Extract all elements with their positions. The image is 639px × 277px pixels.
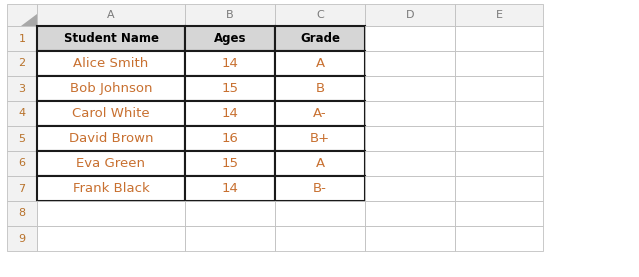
Bar (185, 176, 275, 201)
Bar (185, 76, 275, 101)
Bar (37, 126, 185, 151)
Text: Bob Johnson: Bob Johnson (70, 82, 152, 95)
Bar (185, 151, 275, 176)
Text: B+: B+ (310, 132, 330, 145)
Text: 2: 2 (19, 58, 26, 68)
Bar (37, 151, 185, 176)
Bar (185, 26, 275, 51)
Text: 14: 14 (222, 182, 238, 195)
Bar (7, 51, 37, 76)
Bar (37, 101, 185, 126)
Text: 6: 6 (19, 158, 26, 168)
Bar (275, 76, 365, 101)
Text: B: B (226, 10, 234, 20)
Bar (37, 76, 185, 101)
Text: Eva Green: Eva Green (77, 157, 146, 170)
Bar (7, 151, 37, 176)
Bar (185, 4, 275, 26)
Bar (455, 26, 543, 51)
Text: 15: 15 (222, 82, 238, 95)
Bar (455, 51, 543, 76)
Polygon shape (20, 14, 37, 26)
Bar (37, 201, 185, 226)
Bar (185, 101, 275, 126)
Text: Frank Black: Frank Black (73, 182, 150, 195)
Bar (185, 201, 275, 226)
Bar (365, 76, 455, 101)
Bar (365, 126, 455, 151)
Bar (7, 26, 37, 51)
Bar (7, 76, 37, 101)
Bar (455, 101, 543, 126)
Text: 14: 14 (222, 57, 238, 70)
Bar (7, 126, 37, 151)
Bar (275, 176, 365, 201)
Bar (275, 4, 365, 26)
Text: 9: 9 (19, 234, 26, 243)
Bar (455, 201, 543, 226)
Text: 3: 3 (19, 83, 26, 94)
Bar (275, 151, 365, 176)
Bar (455, 4, 543, 26)
Text: A: A (316, 57, 325, 70)
Bar (365, 4, 455, 26)
Bar (275, 101, 365, 126)
Text: Carol White: Carol White (72, 107, 150, 120)
Text: A-: A- (313, 107, 327, 120)
Bar (185, 126, 275, 151)
Bar (365, 51, 455, 76)
Bar (185, 226, 275, 251)
Bar (275, 26, 365, 51)
Bar (455, 126, 543, 151)
Text: 5: 5 (19, 134, 26, 143)
Text: 14: 14 (222, 107, 238, 120)
Bar (37, 26, 185, 51)
Bar (185, 51, 275, 76)
Bar (365, 176, 455, 201)
Text: David Brown: David Brown (69, 132, 153, 145)
Text: 8: 8 (19, 209, 26, 219)
Text: D: D (406, 10, 414, 20)
Bar (7, 101, 37, 126)
Text: 15: 15 (222, 157, 238, 170)
Text: Student Name: Student Name (63, 32, 158, 45)
Bar (275, 126, 365, 151)
Text: 1: 1 (19, 34, 26, 43)
Bar (455, 151, 543, 176)
Bar (455, 176, 543, 201)
Text: 16: 16 (222, 132, 238, 145)
Bar (365, 26, 455, 51)
Bar (37, 226, 185, 251)
Bar (7, 176, 37, 201)
Bar (455, 226, 543, 251)
Bar (7, 226, 37, 251)
Bar (455, 76, 543, 101)
Text: A: A (107, 10, 115, 20)
Text: Grade: Grade (300, 32, 340, 45)
Bar (365, 226, 455, 251)
Text: E: E (495, 10, 502, 20)
Text: A: A (316, 157, 325, 170)
Bar (275, 201, 365, 226)
Bar (7, 201, 37, 226)
Bar (275, 226, 365, 251)
Bar (365, 151, 455, 176)
Text: B-: B- (313, 182, 327, 195)
Bar (365, 201, 455, 226)
Text: 7: 7 (19, 183, 26, 194)
Text: C: C (316, 10, 324, 20)
Bar (37, 176, 185, 201)
Text: 4: 4 (19, 109, 26, 119)
Bar (37, 51, 185, 76)
Bar (7, 4, 37, 26)
Bar (275, 51, 365, 76)
Bar (37, 4, 185, 26)
Text: B: B (316, 82, 325, 95)
Bar (365, 101, 455, 126)
Text: Alice Smith: Alice Smith (73, 57, 149, 70)
Text: Ages: Ages (214, 32, 246, 45)
